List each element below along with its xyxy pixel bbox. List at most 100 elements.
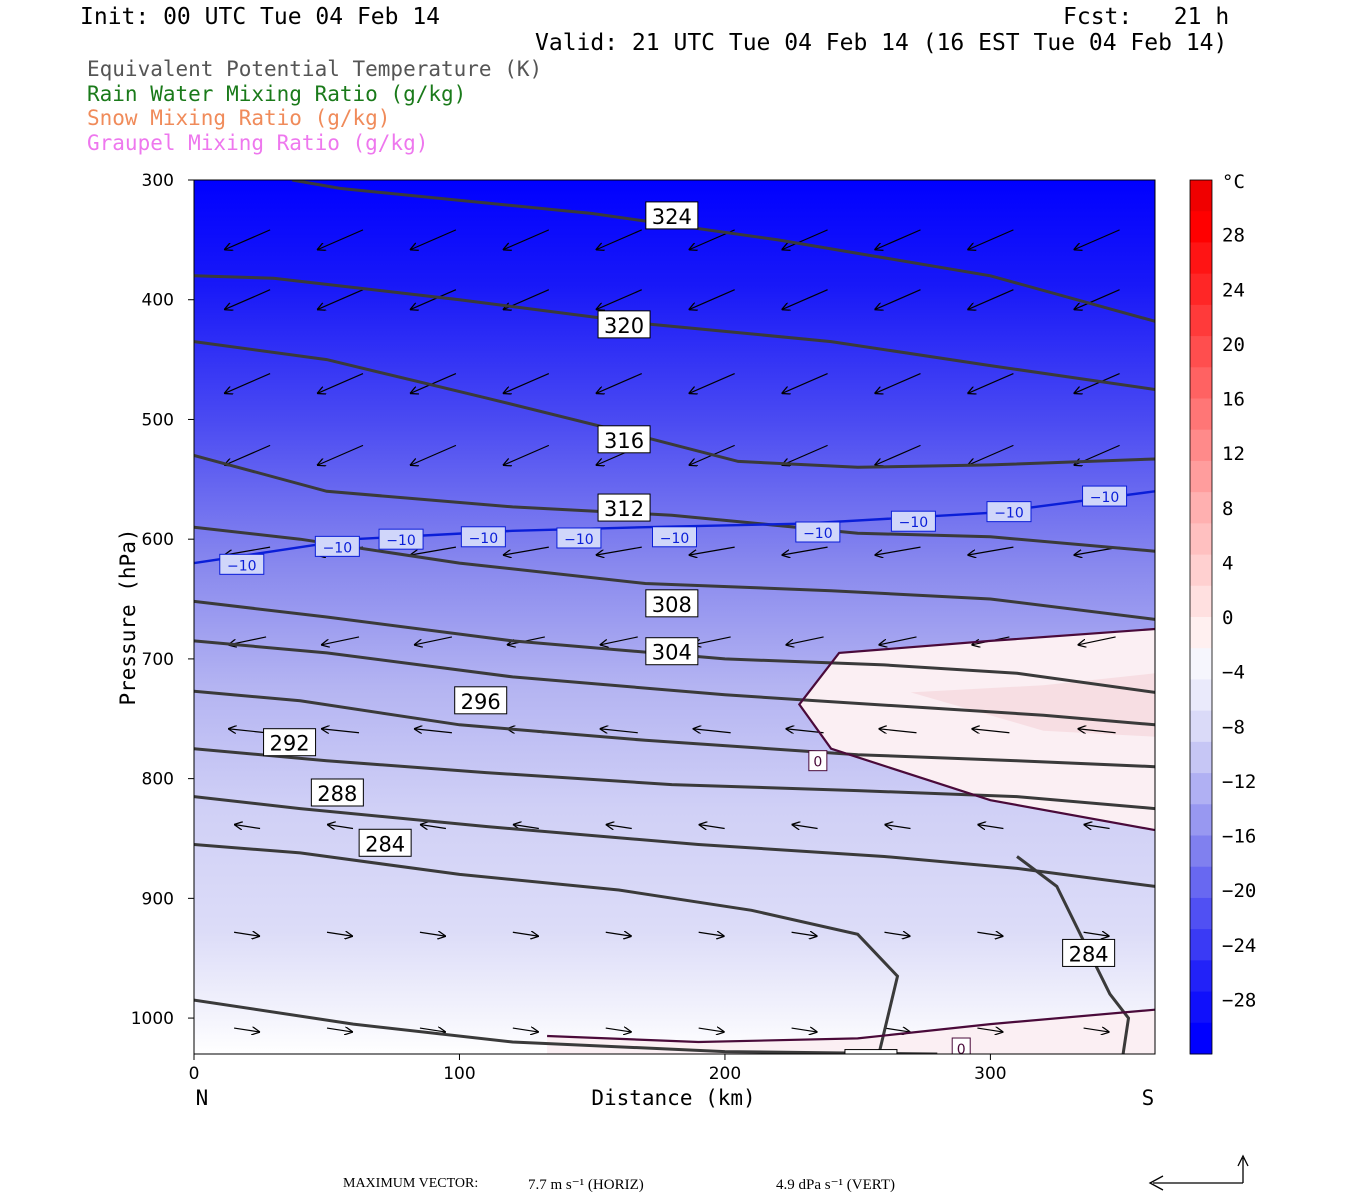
- minus10-label-box: [314, 535, 360, 557]
- y-tick-label: 700: [142, 650, 174, 670]
- wind-vector-arrow: [420, 825, 447, 829]
- theta-e-contour-284: [1016, 855, 1131, 1054]
- y-tick-label: 600: [142, 530, 174, 550]
- wind-vector-arrow: [782, 289, 828, 310]
- theta-e-label-box: [310, 778, 364, 807]
- zero-label-box: [808, 750, 828, 772]
- minus10-label-box: [460, 526, 506, 548]
- wind-vector-arrow: [503, 546, 549, 555]
- wind-vector-arrow: [596, 229, 642, 250]
- theta-e-label-text: 284: [365, 832, 405, 856]
- y-tick-label: 900: [142, 889, 174, 909]
- y-tick-label: 500: [142, 410, 174, 430]
- colorbar-swatch: [1190, 211, 1212, 243]
- colorbar-swatch: [1190, 304, 1212, 337]
- wind-vector-arrow: [874, 444, 921, 465]
- theta-e-label-text: 280: [851, 1053, 891, 1077]
- colorbar-swatch: [1190, 1022, 1212, 1055]
- theta-e-contour-312: [194, 453, 1155, 553]
- theta-e-contour-292: [194, 689, 1155, 769]
- colorbar-swatch: [1190, 741, 1212, 774]
- wind-vector-arrow: [503, 372, 550, 394]
- colorbar-tick-label: 12: [1222, 443, 1245, 465]
- theta-e-label: 296: [454, 686, 508, 715]
- wind-vector-arrow: [513, 825, 539, 829]
- wind-vector-arrow: [782, 444, 828, 465]
- minus10-label: −10: [986, 501, 1032, 523]
- colorbar-swatch: [1190, 648, 1212, 680]
- theta-e-label: 284: [1062, 938, 1116, 967]
- theta-e-label: 304: [645, 637, 699, 666]
- wind-vector-arrow: [874, 289, 921, 310]
- wind-vector-arrow: [971, 729, 1010, 733]
- wind-vector-arrow: [1084, 825, 1110, 829]
- valid-time: Valid: 21 UTC Tue 04 Feb 14 (16 EST Tue …: [535, 30, 1228, 56]
- theta-e-label-box: [645, 637, 699, 666]
- minus10-label-text: −10: [323, 540, 353, 556]
- wind-vector-arrow: [600, 729, 638, 733]
- minus10-label-text: −10: [386, 533, 416, 549]
- wind-vector-arrow: [874, 229, 921, 250]
- wind-vector-arrow: [606, 825, 632, 829]
- wind-vector-arrow: [605, 932, 632, 936]
- colorbar-tick-label: 24: [1222, 279, 1245, 301]
- x-axis-title: Distance (km): [591, 1086, 755, 1110]
- wind-vector-arrow: [419, 1028, 446, 1032]
- max-vector-horiz: 7.7 m s⁻¹ (HORIZ): [528, 1177, 644, 1193]
- minus10-label-text: −10: [899, 515, 929, 531]
- init-time: Init: 00 UTC Tue 04 Feb 14: [80, 4, 441, 30]
- wind-vector-arrow: [410, 289, 457, 310]
- zero-degree-contour: [547, 1008, 1155, 1044]
- wind-vector-arrow: [600, 636, 638, 645]
- colorbar-swatch: [1190, 554, 1212, 587]
- theta-e-label: 316: [597, 425, 651, 454]
- theta-e-label: 320: [597, 310, 651, 339]
- colorbar-frame: [1189, 179, 1213, 1055]
- minus10-label-box: [378, 528, 424, 550]
- wind-vector-arrow: [1074, 289, 1120, 310]
- theta-e-label-text: 308: [652, 593, 692, 617]
- minus10-label: −10: [378, 528, 424, 550]
- wind-vector-arrow: [321, 636, 360, 645]
- colorbar-tick-label: −24: [1222, 935, 1256, 957]
- wind-vector-arrow: [1078, 636, 1116, 645]
- wind-vector-arrow: [874, 546, 921, 555]
- colorbar-swatch: [1190, 710, 1212, 743]
- minus10-label-text: −10: [227, 558, 257, 574]
- minus10-label: −10: [890, 510, 936, 532]
- wind-vector-arrow: [419, 932, 446, 936]
- colorbar-tick-label: 8: [1222, 498, 1233, 520]
- colorbar-tick-label: 4: [1222, 552, 1233, 574]
- theta-e-label: 312: [597, 493, 651, 522]
- x-tick-label: 200: [709, 1064, 741, 1084]
- wind-vector-arrow: [410, 546, 457, 555]
- max-vector-vert: 4.9 dPa s⁻¹ (VERT): [776, 1177, 896, 1193]
- wind-vector-arrow: [410, 229, 457, 250]
- wind-vector-arrow: [782, 372, 828, 394]
- wind-vector-arrow: [977, 1028, 1003, 1032]
- theta-e-contour-280: [194, 998, 938, 1054]
- colorbar-swatch: [1190, 585, 1212, 618]
- theta-e-contour-296: [194, 639, 1155, 727]
- colorbar-swatch: [1190, 273, 1212, 306]
- north-label: N: [196, 1086, 209, 1110]
- wind-vector-arrow: [782, 229, 828, 250]
- forecast-hour: Fcst: 21 h: [1063, 4, 1230, 30]
- wind-vector-arrow: [884, 932, 910, 936]
- wind-vector-arrow: [884, 825, 911, 829]
- minus10-label-box: [795, 521, 841, 543]
- colorbar-swatch: [1190, 679, 1212, 712]
- wind-vector-arrow: [791, 1028, 818, 1032]
- wind-vector-arrow: [512, 932, 539, 936]
- legend-theta-e: Equivalent Potential Temperature (K): [87, 57, 543, 81]
- theta-e-label-box: [454, 686, 508, 715]
- wind-vector-arrow: [234, 1028, 260, 1032]
- theta-e-contour-284: [194, 795, 1155, 888]
- wind-vector-arrow: [224, 444, 271, 465]
- max-vector-label: MAXIMUM VECTOR:: [343, 1176, 479, 1191]
- theta-e-contour-308: [194, 525, 1155, 621]
- wind-vector-arrow: [596, 372, 642, 394]
- wind-vector-arrow: [224, 372, 271, 394]
- minus10-label-text: −10: [660, 531, 690, 547]
